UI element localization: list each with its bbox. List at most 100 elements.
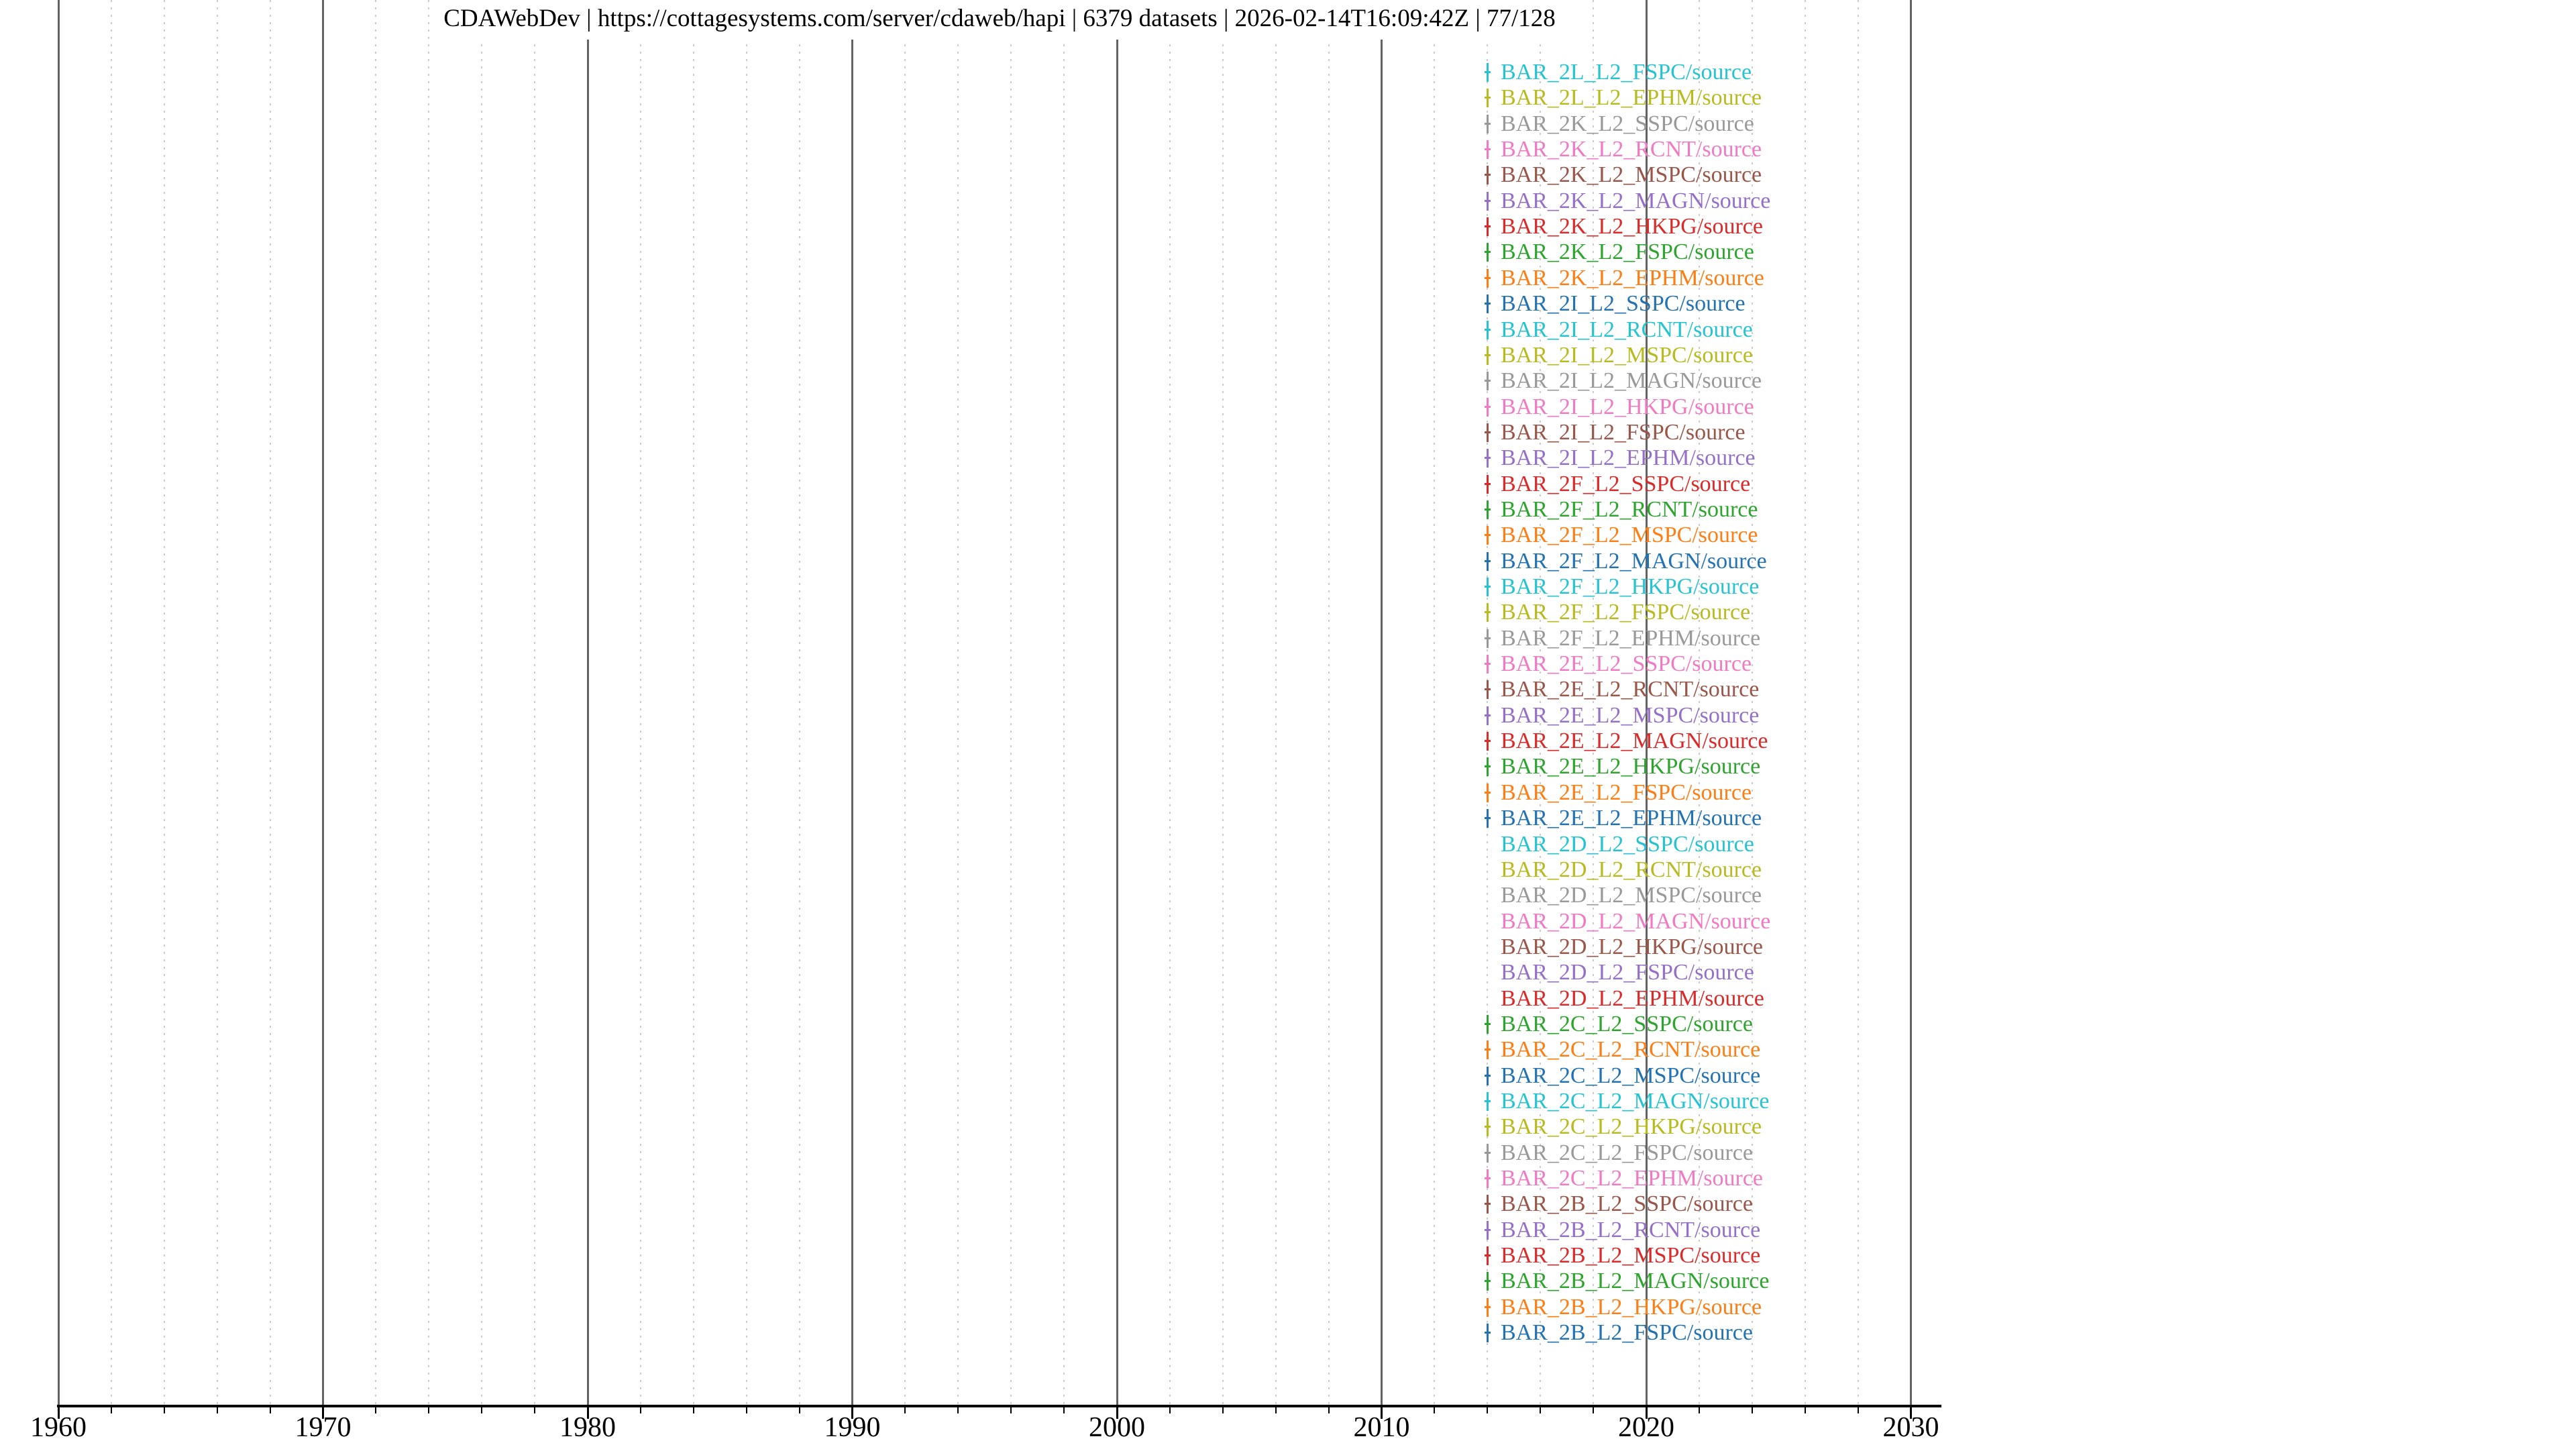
time-range-marker-extent bbox=[1484, 1022, 1491, 1025]
dataset-label[interactable]: BAR_2D_L2_HKPG/source bbox=[1501, 934, 1763, 959]
dataset-label[interactable]: BAR_2B_L2_RCNT/source bbox=[1501, 1217, 1761, 1242]
dataset-label[interactable]: BAR_2E_L2_RCNT/source bbox=[1501, 677, 1760, 702]
dataset-label[interactable]: BAR_2B_L2_SSPC/source bbox=[1501, 1191, 1753, 1217]
x-tick-minor bbox=[1010, 1406, 1012, 1413]
x-tick-minor bbox=[1593, 1406, 1595, 1413]
x-tick-major bbox=[322, 1406, 324, 1419]
time-range-marker-extent bbox=[1484, 534, 1491, 537]
time-range-marker-extent bbox=[1484, 1228, 1491, 1231]
dataset-label[interactable]: BAR_2F_L2_MSPC/source bbox=[1501, 523, 1758, 548]
time-range-marker bbox=[1484, 89, 1491, 108]
dataset-label[interactable]: BAR_2C_L2_SSPC/source bbox=[1501, 1011, 1753, 1036]
dataset-label[interactable]: BAR_2E_L2_HKPG/source bbox=[1501, 754, 1761, 780]
dataset-label[interactable]: BAR_2I_L2_EPHM/source bbox=[1501, 445, 1756, 471]
dataset-label[interactable]: BAR_2F_L2_HKPG/source bbox=[1501, 574, 1760, 599]
time-range-marker bbox=[1484, 783, 1491, 802]
time-range-marker-extent bbox=[1484, 1332, 1491, 1334]
time-range-marker-extent bbox=[1484, 817, 1491, 820]
dataset-label[interactable]: BAR_2F_L2_EPHM/source bbox=[1501, 625, 1761, 651]
time-range-marker bbox=[1484, 397, 1491, 417]
time-range-marker-extent bbox=[1484, 71, 1491, 73]
time-range-marker bbox=[1484, 1297, 1491, 1317]
time-range-marker-extent bbox=[1484, 148, 1491, 151]
time-range-marker bbox=[1484, 1195, 1491, 1214]
time-range-marker bbox=[1484, 809, 1491, 828]
gridline-minor bbox=[1010, 0, 1012, 1405]
gridline-minor bbox=[1063, 0, 1065, 1405]
dataset-label[interactable]: BAR_2D_L2_FSPC/source bbox=[1501, 960, 1754, 985]
gridline-minor bbox=[269, 0, 271, 1405]
time-range-marker-extent bbox=[1484, 122, 1491, 125]
dataset-label[interactable]: BAR_2B_L2_HKPG/source bbox=[1501, 1294, 1762, 1320]
time-range-marker bbox=[1484, 474, 1491, 494]
dataset-label[interactable]: BAR_2I_L2_HKPG/source bbox=[1501, 394, 1754, 419]
time-range-marker-extent bbox=[1484, 740, 1491, 743]
gridline-minor bbox=[692, 0, 694, 1405]
time-range-marker bbox=[1484, 243, 1491, 262]
dataset-label[interactable]: BAR_2D_L2_MSPC/source bbox=[1501, 883, 1762, 908]
dataset-label[interactable]: BAR_2I_L2_SSPC/source bbox=[1501, 291, 1746, 317]
gridline-minor bbox=[1804, 0, 1806, 1405]
dataset-label[interactable]: BAR_2D_L2_EPHM/source bbox=[1501, 985, 1764, 1011]
dataset-label[interactable]: BAR_2K_L2_MAGN/source bbox=[1501, 188, 1771, 213]
time-range-marker bbox=[1484, 1092, 1491, 1111]
x-tick-label: 2010 bbox=[1353, 1412, 1410, 1443]
dataset-label[interactable]: BAR_2I_L2_MSPC/source bbox=[1501, 342, 1753, 368]
x-tick-minor bbox=[1063, 1406, 1065, 1413]
time-range-marker-extent bbox=[1484, 380, 1491, 382]
dataset-label[interactable]: BAR_2F_L2_MAGN/source bbox=[1501, 548, 1767, 574]
x-tick-minor bbox=[1804, 1406, 1806, 1413]
dataset-label[interactable]: BAR_2K_L2_EPHM/source bbox=[1501, 265, 1764, 290]
dataset-label[interactable]: BAR_2F_L2_SSPC/source bbox=[1501, 471, 1751, 496]
x-tick-major bbox=[1116, 1406, 1118, 1419]
gridline-minor bbox=[1698, 0, 1700, 1405]
dataset-label[interactable]: BAR_2I_L2_FSPC/source bbox=[1501, 419, 1746, 445]
x-tick-label: 1980 bbox=[559, 1412, 616, 1443]
dataset-label[interactable]: BAR_2L_L2_FSPC/source bbox=[1501, 60, 1752, 85]
dataset-label[interactable]: BAR_2L_L2_EPHM/source bbox=[1501, 85, 1762, 111]
dataset-label[interactable]: BAR_2C_L2_MSPC/source bbox=[1501, 1063, 1761, 1088]
gridline-minor bbox=[1275, 0, 1277, 1405]
dataset-label[interactable]: BAR_2F_L2_FSPC/source bbox=[1501, 600, 1751, 625]
time-range-marker bbox=[1484, 320, 1491, 339]
x-tick-minor bbox=[639, 1406, 641, 1413]
x-tick-minor bbox=[428, 1406, 430, 1413]
dataset-label[interactable]: BAR_2C_L2_MAGN/source bbox=[1501, 1089, 1770, 1114]
dataset-label[interactable]: BAR_2D_L2_SSPC/source bbox=[1501, 831, 1754, 857]
dataset-label[interactable]: BAR_2K_L2_FSPC/source bbox=[1501, 239, 1754, 265]
dataset-label[interactable]: BAR_2C_L2_FSPC/source bbox=[1501, 1140, 1753, 1165]
gridline-minor bbox=[904, 0, 906, 1405]
dataset-label[interactable]: BAR_2K_L2_RCNT/source bbox=[1501, 137, 1762, 162]
dataset-label[interactable]: BAR_2B_L2_MAGN/source bbox=[1501, 1269, 1770, 1294]
dataset-label[interactable]: BAR_2E_L2_EPHM/source bbox=[1501, 806, 1762, 831]
dataset-label[interactable]: BAR_2C_L2_EPHM/source bbox=[1501, 1166, 1763, 1191]
time-range-marker-extent bbox=[1484, 586, 1491, 588]
dataset-label[interactable]: BAR_2C_L2_RCNT/source bbox=[1501, 1037, 1761, 1063]
dataset-label[interactable]: BAR_2B_L2_FSPC/source bbox=[1501, 1320, 1753, 1346]
dataset-label[interactable]: BAR_2D_L2_MAGN/source bbox=[1501, 908, 1771, 934]
time-range-marker bbox=[1484, 140, 1491, 160]
dataset-label[interactable]: BAR_2K_L2_HKPG/source bbox=[1501, 214, 1763, 239]
dataset-label[interactable]: BAR_2C_L2_HKPG/source bbox=[1501, 1114, 1762, 1140]
dataset-label[interactable]: BAR_2E_L2_MSPC/source bbox=[1501, 702, 1760, 728]
time-range-marker bbox=[1484, 578, 1491, 596]
gridline-minor bbox=[1593, 0, 1595, 1405]
gridline-minor bbox=[216, 0, 218, 1405]
dataset-label[interactable]: BAR_2B_L2_MSPC/source bbox=[1501, 1243, 1761, 1269]
time-range-marker-extent bbox=[1484, 791, 1491, 794]
dataset-label[interactable]: BAR_2I_L2_RCNT/source bbox=[1501, 317, 1753, 342]
time-range-marker-extent bbox=[1484, 251, 1491, 254]
dataset-label[interactable]: BAR_2E_L2_SSPC/source bbox=[1501, 651, 1752, 677]
dataset-label[interactable]: BAR_2F_L2_RCNT/source bbox=[1501, 496, 1758, 522]
dataset-label[interactable]: BAR_2K_L2_MSPC/source bbox=[1501, 162, 1762, 188]
dataset-label[interactable]: BAR_2I_L2_MAGN/source bbox=[1501, 368, 1762, 394]
time-range-marker-extent bbox=[1484, 508, 1491, 511]
dataset-label[interactable]: BAR_2E_L2_MAGN/source bbox=[1501, 729, 1768, 754]
gridline-minor bbox=[481, 0, 483, 1405]
time-range-marker bbox=[1484, 114, 1491, 133]
time-range-marker-extent bbox=[1484, 1151, 1491, 1154]
dataset-label[interactable]: BAR_2E_L2_FSPC/source bbox=[1501, 780, 1752, 805]
dataset-label[interactable]: BAR_2K_L2_SSPC/source bbox=[1501, 111, 1754, 136]
dataset-label[interactable]: BAR_2D_L2_RCNT/source bbox=[1501, 857, 1762, 882]
